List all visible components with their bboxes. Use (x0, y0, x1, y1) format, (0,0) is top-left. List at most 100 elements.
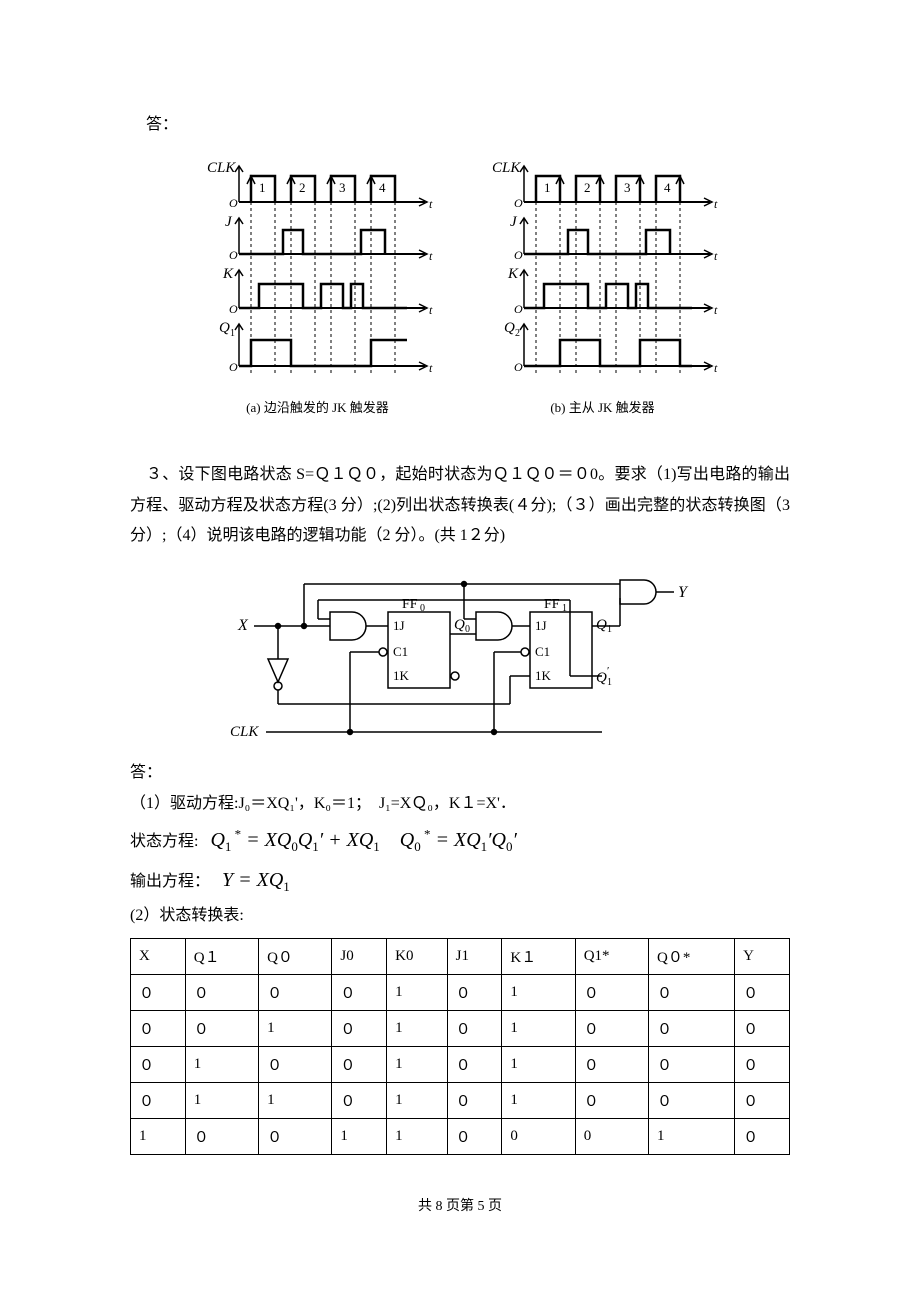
table-cell: 1 (387, 1046, 447, 1082)
output-eq: Y = XQ1 (222, 869, 290, 891)
svg-text:C1: C1 (535, 644, 550, 659)
table-cell: 0 (575, 1118, 648, 1154)
timing-diagram-b: CLK O t 1 2 3 4 (480, 158, 725, 416)
svg-text:CLK: CLK (492, 160, 521, 176)
table-cell: ０ (735, 1046, 790, 1082)
svg-text:O: O (514, 360, 523, 374)
table-cell: 1 (259, 1010, 332, 1046)
table-header-cell: K0 (387, 938, 447, 974)
table-cell: ０ (131, 1010, 186, 1046)
svg-text:t: t (714, 197, 718, 211)
table-header-cell: J1 (447, 938, 502, 974)
circuit-diagram: X F (130, 564, 790, 744)
svg-text:J: J (510, 214, 518, 230)
table-cell: 1 (502, 1082, 575, 1118)
table-cell: ０ (131, 974, 186, 1010)
state-equations: 状态方程: Q1 * = XQ0Q1′ + XQ1 Q0 * = XQ1′Q0′ (130, 820, 790, 860)
table-cell: ０ (735, 974, 790, 1010)
table-cell: ０ (649, 974, 735, 1010)
svg-text:0: 0 (420, 603, 425, 614)
table-cell: ０ (185, 974, 258, 1010)
table-cell: ０ (131, 1046, 186, 1082)
table-cell: 0 (502, 1118, 575, 1154)
table-header-cell: Q1* (575, 938, 648, 974)
table-cell: 1 (387, 974, 447, 1010)
table-cell: ０ (332, 974, 387, 1010)
output-eq-label: 输出方程： (130, 873, 210, 890)
table-row: ０11０1０1０００ (131, 1082, 790, 1118)
table-row: ００1０1０1０００ (131, 1010, 790, 1046)
svg-text:O: O (514, 302, 523, 316)
svg-text:K: K (507, 266, 519, 282)
table-cell: 1 (387, 1010, 447, 1046)
table-cell: ０ (735, 1118, 790, 1154)
table-row: ０1００1０1０００ (131, 1046, 790, 1082)
svg-text:FF: FF (402, 597, 418, 612)
svg-text:′: ′ (607, 665, 609, 677)
svg-text:1J: 1J (535, 618, 547, 633)
svg-text:Y: Y (678, 584, 689, 601)
table-cell: 1 (332, 1118, 387, 1154)
table-cell: ０ (575, 1082, 648, 1118)
state-transition-table: XQ１Q０J0K0J1K１Q1*Q０*Y００００1０1０００００1０1０1０００… (130, 938, 790, 1155)
timing-diagram-a: CLK O t 1 2 3 4 (195, 158, 440, 416)
svg-text:1J: 1J (393, 618, 405, 633)
drive-equations: （1）驱动方程:J₀＝XQ₁'，K₀＝1； J₁=XＱ₀，K１=X'． (130, 788, 790, 820)
state-table-body: XQ１Q０J0K0J1K１Q1*Q０*Y００００1０1０００００1０1０1０００… (131, 938, 790, 1154)
question-3-text: ３、设下图电路状态 S=Ｑ１Ｑ０，起始时状态为Ｑ１Ｑ０＝０0。要求（1)写出电路… (130, 460, 790, 551)
svg-text:O: O (229, 360, 238, 374)
svg-text:O: O (514, 196, 523, 210)
table-cell: ０ (259, 974, 332, 1010)
svg-text:1: 1 (562, 603, 567, 614)
page-footer: 共 8 页第 5 页 (130, 1195, 790, 1215)
table-header-cell: Q０ (259, 938, 332, 974)
svg-text:Q: Q (504, 320, 515, 336)
output-equation: 输出方程： Y = XQ1 (130, 860, 790, 900)
table-cell: ０ (131, 1082, 186, 1118)
table-header-cell: Q１ (185, 938, 258, 974)
part2-label: (2）状态转换表: (130, 900, 790, 932)
table-header-row: XQ１Q０J0K0J1K１Q1*Q０*Y (131, 938, 790, 974)
table-cell: 1 (185, 1046, 258, 1082)
svg-text:1K: 1K (393, 668, 410, 683)
table-header-cell: Y (735, 938, 790, 974)
svg-text:2: 2 (584, 180, 591, 195)
table-cell: 1 (387, 1082, 447, 1118)
svg-text:t: t (429, 197, 433, 211)
table-cell: ０ (575, 974, 648, 1010)
table-cell: 1 (259, 1082, 332, 1118)
svg-text:1: 1 (607, 677, 612, 688)
table-cell: ０ (447, 1046, 502, 1082)
svg-text:O: O (229, 196, 238, 210)
svg-text:1: 1 (230, 328, 235, 339)
table-cell: ０ (447, 1118, 502, 1154)
svg-text:X: X (237, 617, 249, 634)
answer-label-2: 答： (130, 758, 790, 788)
table-cell: 1 (131, 1118, 186, 1154)
table-cell: ０ (447, 1082, 502, 1118)
table-header-cell: K１ (502, 938, 575, 974)
caption-a: (a) 边沿触发的 JK 触发器 (195, 397, 440, 416)
svg-text:CLK: CLK (207, 160, 236, 176)
svg-text:J: J (225, 214, 233, 230)
caption-b: (b) 主从 JK 触发器 (480, 397, 725, 416)
svg-text:2: 2 (299, 180, 306, 195)
table-cell: 1 (185, 1082, 258, 1118)
svg-text:4: 4 (379, 180, 386, 195)
svg-text:t: t (714, 361, 718, 375)
svg-text:3: 3 (339, 180, 346, 195)
table-cell: ０ (575, 1046, 648, 1082)
svg-text:3: 3 (624, 180, 631, 195)
svg-text:t: t (714, 249, 718, 263)
svg-text:CLK: CLK (230, 724, 259, 740)
timing-diagrams-row: CLK O t 1 2 3 4 (130, 158, 790, 416)
table-cell: ０ (447, 974, 502, 1010)
table-row: ００００1０1０００ (131, 974, 790, 1010)
table-cell: ０ (649, 1082, 735, 1118)
table-cell: ０ (649, 1046, 735, 1082)
table-cell: ０ (575, 1010, 648, 1046)
timing-svg-b: CLK O t 1 2 3 4 (480, 158, 725, 393)
circuit-svg: X F (230, 564, 690, 744)
svg-text:C1: C1 (393, 644, 408, 659)
svg-text:1: 1 (544, 180, 551, 195)
